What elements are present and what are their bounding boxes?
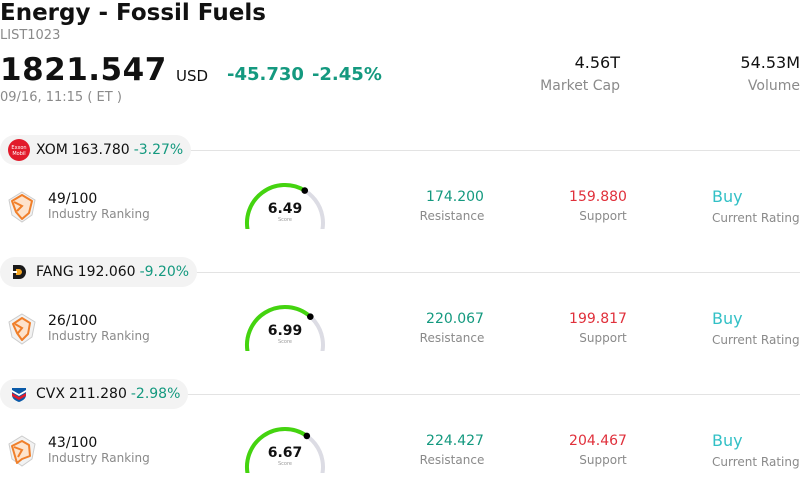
industry-rank-value: 43/100 [48, 435, 98, 451]
ticker: FANG [36, 264, 74, 280]
rating-value[interactable]: Buy [712, 431, 743, 450]
rating-label: Current Rating [712, 455, 800, 469]
stock-card-cvx[interactable]: CVX 211.280 -2.98% 43/100 Industry Ranki… [0, 379, 800, 501]
svg-text:Exxon: Exxon [11, 145, 26, 151]
stock-price: 211.280 [68, 386, 127, 402]
change-percent: -2.45% [311, 64, 382, 85]
diamondback-logo [8, 261, 30, 283]
stock-change-percent: -9.20% [139, 264, 190, 280]
price-change: -45.730 -2.45% [227, 64, 382, 85]
ticker: XOM [36, 142, 68, 158]
rating-value[interactable]: Buy [712, 309, 743, 328]
list-code: LIST1023 [0, 28, 61, 43]
industry-rank-label: Industry Ranking [48, 329, 150, 343]
resistance-value: 174.200 [426, 189, 484, 205]
stock-change-percent: -3.27% [133, 142, 184, 158]
support-label: Support [579, 331, 627, 345]
industry-rank-value: 26/100 [48, 313, 98, 329]
timestamp: 09/16, 11:15 ( ET ) [0, 90, 122, 105]
support-label: Support [579, 209, 627, 223]
stock-pill-xom[interactable]: Exxon Mobil XOM 163.780 -3.27% [0, 135, 192, 165]
resistance-value: 224.427 [426, 433, 484, 449]
stock-price: 163.780 [71, 142, 130, 158]
svg-text:Mobil: Mobil [12, 151, 25, 157]
score-gauge [244, 305, 325, 351]
industry-rank-label: Industry Ranking [48, 207, 150, 221]
score-gauge [244, 427, 325, 473]
stock-pill-fang[interactable]: FANG 192.060 -9.20% [0, 257, 198, 287]
page-title: Energy - Fossil Fuels [0, 0, 266, 26]
score-gauge [244, 183, 325, 229]
industry-rank-label: Industry Ranking [48, 451, 150, 465]
industry-rank-value: 49/100 [48, 191, 98, 207]
change-value: -45.730 [227, 64, 304, 85]
support-value: 204.467 [569, 433, 627, 449]
support-label: Support [579, 453, 627, 467]
score-value: 6.49 [267, 201, 303, 217]
ranking-radar-icon [8, 313, 36, 345]
volume-label: Volume [747, 78, 800, 94]
chevron-logo [8, 383, 30, 405]
resistance-label: Resistance [419, 331, 485, 345]
exxon-mobil-logo: Exxon Mobil [8, 139, 30, 161]
ticker: CVX [36, 386, 65, 402]
market-cap-label: Market Cap [540, 78, 620, 94]
rating-label: Current Rating [712, 333, 800, 347]
score-value: 6.67 [267, 445, 303, 461]
score-label: Score [277, 339, 292, 345]
stock-pill-cvx[interactable]: CVX 211.280 -2.98% [0, 379, 189, 409]
volume-value: 54.53M [740, 53, 800, 72]
currency-label: USD [176, 67, 209, 85]
divider [180, 150, 800, 151]
market-cap-value: 4.56T [574, 53, 620, 72]
resistance-value: 220.067 [426, 311, 484, 327]
support-value: 159.880 [569, 189, 627, 205]
stock-card-fang[interactable]: FANG 192.060 -9.20% 26/100 Industry Rank… [0, 257, 800, 379]
support-value: 199.817 [569, 311, 627, 327]
stock-card-xom[interactable]: Exxon Mobil XOM 163.780 -3.27% 49/100 In… [0, 135, 800, 257]
rating-value[interactable]: Buy [712, 187, 743, 206]
stock-change-percent: -2.98% [130, 386, 181, 402]
rating-label: Current Rating [712, 211, 800, 225]
ranking-radar-icon [8, 191, 36, 223]
divider [180, 394, 800, 395]
divider [180, 272, 800, 273]
index-price: 1821.547 [0, 52, 167, 88]
ranking-radar-icon [8, 435, 36, 467]
resistance-label: Resistance [419, 453, 485, 467]
resistance-label: Resistance [419, 209, 485, 223]
score-label: Score [277, 217, 292, 223]
score-label: Score [277, 461, 292, 467]
score-value: 6.99 [267, 323, 303, 339]
stock-price: 192.060 [77, 264, 136, 280]
